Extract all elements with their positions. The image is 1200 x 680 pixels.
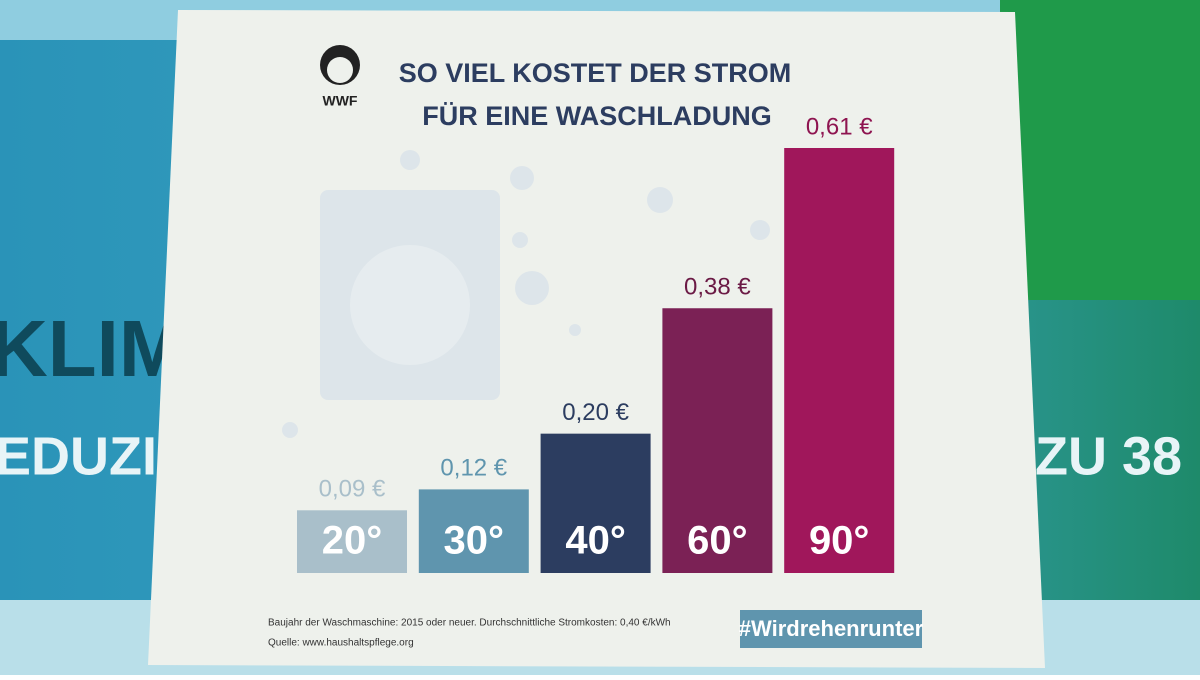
background-text: EDUZI	[0, 426, 157, 486]
value-label: 0,38 €	[684, 274, 751, 301]
category-label: 90°	[809, 519, 870, 563]
value-label: 0,20 €	[562, 399, 629, 426]
chart-subtitle: FÜR EINE WASCHLADUNG	[422, 101, 772, 131]
category-label: 20°	[322, 519, 383, 563]
category-label: 60°	[687, 519, 748, 563]
bar	[297, 510, 407, 573]
bar	[662, 308, 773, 573]
chart-title: SO VIEL KOSTET DER STROM	[399, 58, 792, 88]
value-label: 0,12 €	[440, 455, 507, 482]
decoration	[282, 150, 770, 438]
bar	[418, 489, 529, 573]
plant	[1000, 0, 1200, 300]
hashtag-box	[740, 610, 922, 648]
source: Quelle: www.haushaltspflege.org	[268, 638, 414, 649]
category-label: 30°	[444, 519, 505, 563]
logo-panda-face	[327, 57, 353, 83]
bar	[540, 433, 651, 573]
hashtag: #Wirdrehenrunter	[739, 616, 924, 641]
category-label: 40°	[565, 519, 626, 563]
background-text: KLIM	[0, 304, 186, 393]
footnote: Baujahr der Waschmaschine: 2015 oder neu…	[268, 618, 671, 629]
value-label: 0,09 €	[319, 476, 386, 503]
background-text: ZU 38	[1035, 426, 1182, 486]
bar	[784, 148, 895, 573]
logo: WWF	[323, 93, 358, 109]
value-label: 0,61 €	[806, 113, 873, 140]
